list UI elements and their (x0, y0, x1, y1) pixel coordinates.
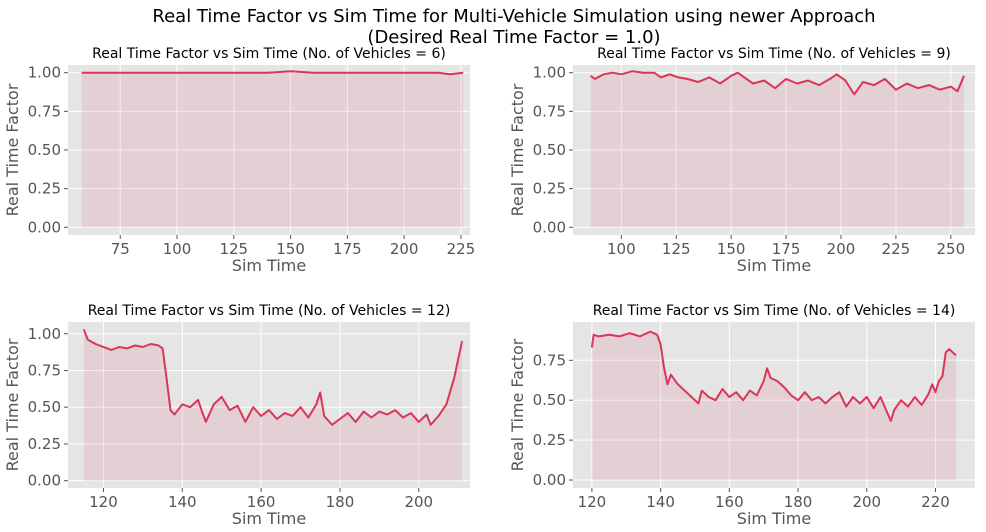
x-tick-label: 175 (333, 240, 362, 258)
plot-area (68, 322, 470, 488)
x-tick-label: 75 (111, 240, 130, 258)
subplot-3: 120 140 160 180 200 0.00 0.25 0.50 0.75 1.00 Real … (3, 303, 470, 528)
subplot-title: Real Time Factor vs Sim Time (No. of Veh… (92, 46, 446, 62)
y-tick-label: 0.25 (533, 431, 566, 449)
series-area (590, 71, 964, 228)
y-axis-label: Real Time Factor (3, 83, 22, 216)
y-tick-label: 0.00 (533, 471, 566, 489)
y-axis-label: Real Time Factor (3, 338, 22, 471)
x-axis-label: Sim Time (737, 256, 811, 275)
x-tick-label: 200 (404, 493, 433, 511)
x-tick-label: 120 (89, 493, 118, 511)
series-line (590, 70, 965, 96)
y-tick-label: 0.50 (533, 391, 566, 409)
x-tick-label: 250 (937, 240, 966, 258)
y-tick-label: 0.50 (533, 141, 566, 159)
y-tick-label: 0.25 (28, 435, 61, 453)
x-tick-label: 120 (578, 493, 607, 511)
x-tick-label: 180 (326, 493, 355, 511)
y-tick-label: 0.25 (28, 180, 61, 198)
x-tick-label: 140 (646, 493, 675, 511)
subplot-1: 75 100 125 150 175 200 225 0.00 0.25 0.50 0.75 1.00… (3, 46, 475, 275)
x-tick-label: 160 (247, 493, 276, 511)
figure-title-line1: Real Time Factor vs Sim Time for Multi-V… (152, 6, 875, 27)
x-tick-label: 200 (852, 493, 881, 511)
y-tick-label: 0.00 (28, 218, 61, 236)
y-axis-label: Real Time Factor (508, 83, 527, 216)
x-axis-label: Sim Time (232, 256, 306, 275)
subplot-title: Real Time Factor vs Sim Time (No. of Veh… (597, 46, 951, 62)
x-tick-label: 150 (276, 240, 305, 258)
series-area (591, 331, 957, 480)
x-tick-label: 150 (717, 240, 746, 258)
y-tick-label: 0.75 (28, 361, 61, 379)
series-area (83, 329, 463, 481)
x-tick-label: 225 (447, 240, 476, 258)
x-tick-label: 200 (390, 240, 419, 258)
x-axis-label: Sim Time (737, 509, 811, 528)
series-line (81, 70, 464, 76)
x-axis-label: Sim Time (232, 509, 306, 528)
x-tick-label: 140 (168, 493, 197, 511)
y-tick-label: 0.75 (533, 351, 566, 369)
x-tick-label: 100 (607, 240, 636, 258)
x-tick-label: 100 (163, 240, 192, 258)
y-axis-label: Real Time Factor (508, 338, 527, 471)
y-tick-label: 0.75 (533, 102, 566, 120)
x-tick-label: 125 (219, 240, 248, 258)
series-line (590, 330, 957, 422)
y-tick-label: 1.00 (533, 64, 566, 82)
x-tick-label: 225 (882, 240, 911, 258)
series-line (82, 328, 464, 426)
y-tick-label: 0.00 (533, 218, 566, 236)
y-tick-label: 0.00 (28, 472, 61, 490)
x-tick-label: 220 (921, 493, 950, 511)
y-tick-label: 0.50 (28, 398, 61, 416)
subplot-4: 120 140 160 180 200 220 0.00 0.25 0.50 0.75 Real T… (508, 303, 975, 528)
y-tick-label: 0.75 (28, 102, 61, 120)
subplot-2: 100 125 150 175 200 225 250 0.00 0.25 0.50 0.75 1.0… (508, 46, 975, 275)
subplot-title: Real Time Factor vs Sim Time (No. of Veh… (593, 303, 956, 319)
subplots: 75 100 125 150 175 200 225 0.00 0.25 0.50 0.75 1.00… (3, 46, 975, 528)
y-tick-label: 1.00 (28, 325, 61, 343)
y-tick-label: 0.50 (28, 141, 61, 159)
y-tick-label: 0.25 (533, 180, 566, 198)
x-tick-label: 175 (772, 240, 801, 258)
y-tick-label: 1.00 (28, 64, 61, 82)
subplot-title: Real Time Factor vs Sim Time (No. of Veh… (88, 303, 451, 319)
series-area (81, 71, 464, 228)
x-tick-label: 180 (784, 493, 813, 511)
x-tick-label: 200 (827, 240, 856, 258)
x-tick-label: 160 (715, 493, 744, 511)
figure-title-line2: (Desired Real Time Factor = 1.0) (367, 27, 660, 48)
x-tick-label: 125 (662, 240, 691, 258)
